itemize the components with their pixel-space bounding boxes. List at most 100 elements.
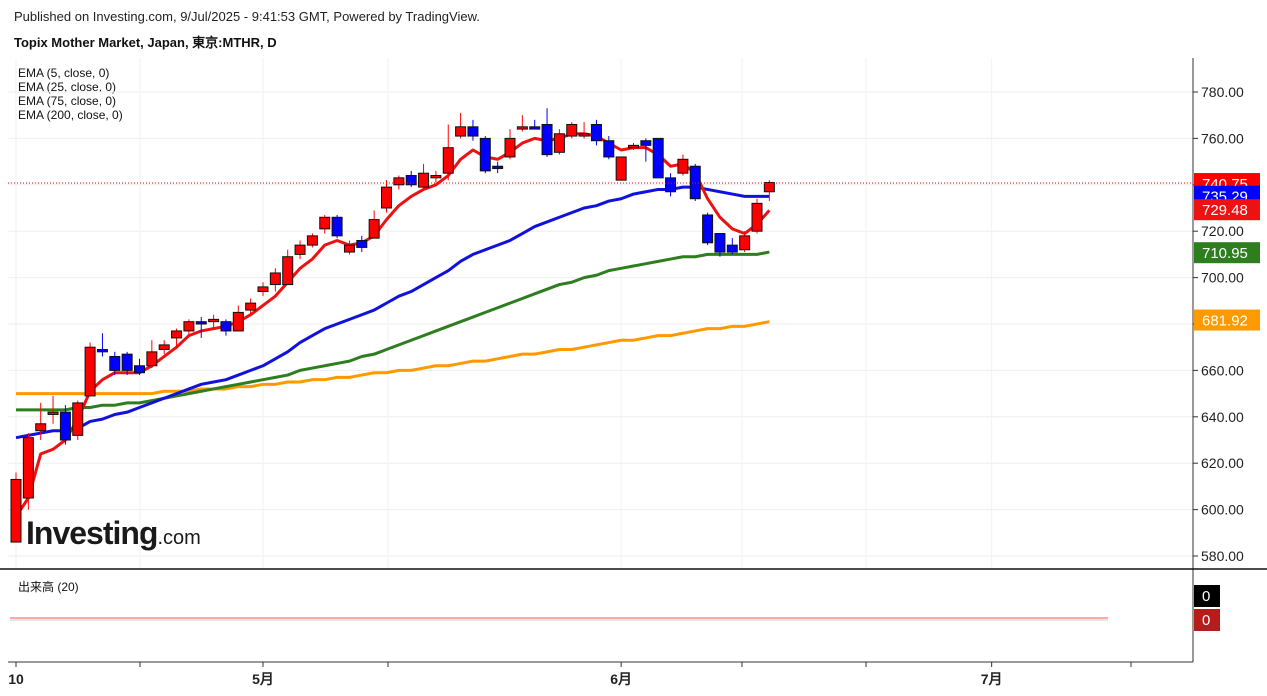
candle-body <box>541 123 553 156</box>
candle-body <box>134 365 145 374</box>
candle-body <box>171 330 183 339</box>
time-tick-label: 10 <box>8 671 24 687</box>
candle-body <box>405 175 417 186</box>
investing-logo: Investing.com <box>26 515 201 552</box>
candle-body <box>430 175 442 179</box>
volume-ma-tag: 0 <box>1202 612 1210 629</box>
candle-body <box>665 177 677 193</box>
candle-body <box>578 133 590 137</box>
candle-body <box>343 244 355 253</box>
candle-body <box>603 140 615 158</box>
candle-body <box>84 346 96 397</box>
candle-body <box>677 158 689 174</box>
instrument-title: Topix Mother Market, Japan, 東京:MTHR, D <box>14 35 277 50</box>
candle-body <box>381 186 392 209</box>
candle-body <box>479 137 491 172</box>
price-tick-label: 700.00 <box>1201 270 1244 286</box>
candle-body <box>35 423 47 432</box>
candle-body <box>72 402 84 436</box>
ema5-tag: 729.48 <box>1202 202 1248 219</box>
candle-body <box>331 216 343 237</box>
axes: 580.00600.00620.00640.00660.00680.00700.… <box>0 58 1267 687</box>
candle-body <box>294 244 306 255</box>
candle-body <box>442 147 454 174</box>
price-tick-label: 780.00 <box>1201 84 1244 100</box>
indicator-legend: EMA (5, close, 0) EMA (25, close, 0) EMA… <box>18 66 123 122</box>
price-tick-label: 760.00 <box>1201 130 1244 146</box>
candle-body <box>109 355 121 371</box>
candle-body <box>628 144 639 149</box>
candle-body <box>356 239 368 248</box>
candle-body <box>590 123 602 142</box>
candle-body <box>492 165 504 170</box>
legend-ema25[interactable]: EMA (25, close, 0) <box>18 80 117 94</box>
candle-body <box>652 137 664 179</box>
candle-body <box>418 172 430 188</box>
candle-body <box>455 126 467 137</box>
candle-body <box>739 235 751 251</box>
candle-body <box>10 478 22 543</box>
ema75-tag-bg <box>1194 242 1260 264</box>
published-info: Published on Investing.com, 9/Jul/2025 -… <box>14 9 480 24</box>
volume-tag-bg <box>1194 585 1220 607</box>
candle-body <box>516 126 528 130</box>
candle-body <box>566 123 578 137</box>
price-tick-label: 600.00 <box>1201 502 1244 518</box>
volume-title: 出来高 (20) <box>18 580 79 594</box>
ema-lines <box>14 132 771 518</box>
logo-brand: Investing <box>26 515 158 551</box>
candle-body <box>47 411 59 415</box>
logo-suffix: .com <box>157 527 201 549</box>
candle-body <box>504 137 516 158</box>
candle-body <box>183 321 195 332</box>
candle-body <box>553 133 565 153</box>
candle-body <box>714 233 726 253</box>
candle-body <box>96 349 108 353</box>
candle-body <box>467 126 479 137</box>
time-tick-label: 7月 <box>981 671 1003 687</box>
ema200-tag-bg <box>1194 309 1260 331</box>
legend-ema5[interactable]: EMA (5, close, 0) <box>18 66 110 80</box>
candle-body <box>208 318 220 323</box>
candle-body <box>529 126 541 130</box>
grid <box>8 58 1193 568</box>
candle-body <box>158 344 170 351</box>
legend-ema200[interactable]: EMA (200, close, 0) <box>18 108 123 122</box>
ema-line <box>16 320 770 396</box>
candle-body <box>121 353 133 371</box>
volume-tag: 0 <box>1202 588 1210 605</box>
candles <box>10 108 775 543</box>
price-tick-label: 720.00 <box>1201 223 1244 239</box>
candle-body <box>319 216 331 230</box>
candle-body <box>220 321 232 332</box>
candle-body <box>306 235 318 246</box>
candle-body <box>22 437 34 499</box>
candle-body <box>702 214 714 244</box>
candle-body <box>615 156 627 181</box>
candle-body <box>763 181 775 193</box>
candle-body <box>269 272 281 286</box>
candle-body <box>282 256 294 286</box>
price-tick-label: 660.00 <box>1201 362 1244 378</box>
candle-body <box>232 311 244 332</box>
candle-body <box>751 202 763 232</box>
ema200-tag: 681.92 <box>1202 313 1248 330</box>
candle-body <box>59 411 71 441</box>
legend-ema75[interactable]: EMA (75, close, 0) <box>18 94 117 108</box>
price-tick-label: 580.00 <box>1201 548 1244 564</box>
volume-ma-tag-bg <box>1194 609 1220 631</box>
candle-body <box>146 351 158 367</box>
candle-body <box>393 177 405 186</box>
candle-body <box>689 165 701 200</box>
candle-body <box>195 321 207 325</box>
candle-body <box>368 219 380 239</box>
ema-line <box>16 250 770 412</box>
candle-body <box>726 244 738 253</box>
price-tick-label: 620.00 <box>1201 455 1244 471</box>
time-tick-label: 5月 <box>252 671 274 687</box>
time-tick-label: 6月 <box>610 671 632 687</box>
ema75-tag: 710.95 <box>1202 245 1248 262</box>
price-tick-label: 640.00 <box>1201 409 1244 425</box>
